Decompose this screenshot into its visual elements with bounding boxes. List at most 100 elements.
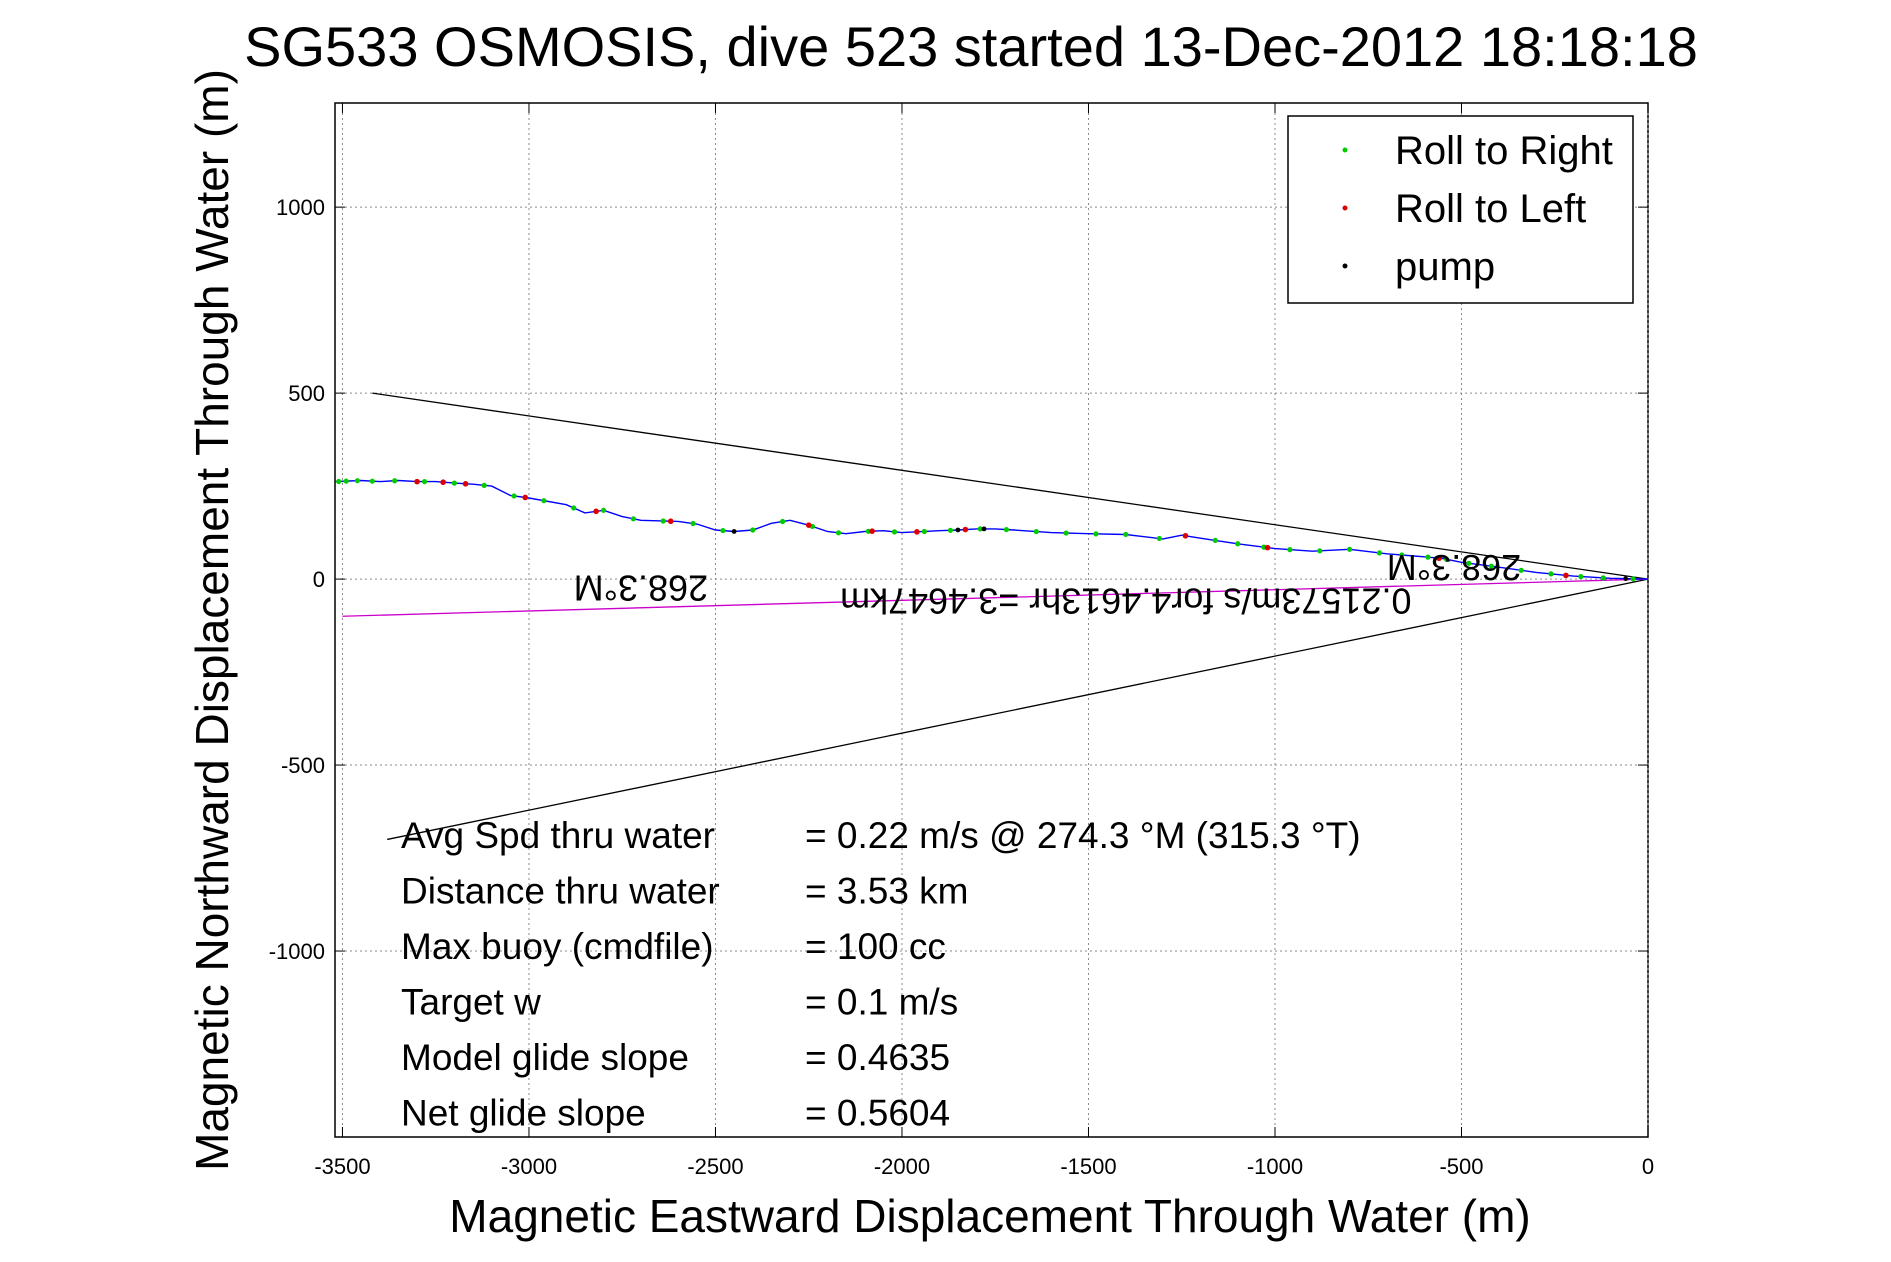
x-tick-label: -1500 bbox=[1060, 1154, 1116, 1179]
x-tick-label: -1000 bbox=[1247, 1154, 1303, 1179]
roll-right-point bbox=[1212, 537, 1218, 544]
roll-right-point bbox=[780, 518, 786, 525]
reference-line bbox=[372, 392, 1649, 580]
roll-right-point bbox=[1488, 563, 1494, 569]
roll-right-point bbox=[1630, 576, 1636, 582]
chart-title: SG533 OSMOSIS, dive 523 started 13-Dec-2… bbox=[244, 15, 1698, 78]
reference-line bbox=[387, 578, 1649, 841]
x-tick-label: -2000 bbox=[874, 1154, 930, 1179]
marker-layer bbox=[336, 478, 1636, 582]
legend: Roll to Right Roll to Left pump bbox=[1287, 115, 1634, 304]
pump-point bbox=[981, 526, 987, 532]
roll-right-point bbox=[921, 528, 927, 535]
roll-right-point bbox=[660, 518, 666, 524]
stats-block: Avg Spd thru water = 0.22 m/s @ 274.3 °M … bbox=[401, 815, 1361, 1134]
x-tick-label: 0 bbox=[1642, 1154, 1654, 1179]
y-tick-label: 0 bbox=[313, 567, 325, 592]
tick-labels: -3500 -3000 -2500 -2000 -1500 -1000 -500 0 -1000… bbox=[269, 195, 1654, 1179]
y-axis-label: Magnetic Northward Displacement Through … bbox=[186, 69, 238, 1171]
annotations: 268.3°M 268.3°M0.21573m/s for4.4613hr =3.… bbox=[574, 547, 1522, 621]
pump-point bbox=[1623, 576, 1629, 582]
roll-right-point bbox=[511, 493, 517, 499]
roll-right-point bbox=[571, 505, 577, 511]
roll-right-point bbox=[541, 498, 547, 504]
roll-left-point bbox=[667, 518, 674, 525]
reference-line bbox=[342, 578, 1649, 617]
roll-right-point bbox=[1376, 550, 1383, 556]
x-tick-label: -2500 bbox=[687, 1154, 743, 1179]
pump-point bbox=[955, 527, 961, 533]
roll-left-point bbox=[462, 480, 469, 487]
roll-right-point bbox=[369, 478, 375, 484]
roll-left-point bbox=[522, 494, 529, 501]
roll-right-point bbox=[891, 529, 898, 535]
roll-right-point bbox=[690, 520, 696, 527]
stat-value: = 0.4635 bbox=[805, 1037, 950, 1078]
roll-left-point bbox=[962, 526, 969, 533]
track-line bbox=[334, 479, 1649, 580]
reference-lines bbox=[342, 392, 1649, 841]
roll-right-point bbox=[421, 479, 428, 485]
pump-point bbox=[731, 529, 737, 534]
roll-right-point bbox=[1443, 556, 1450, 562]
roll-right-point bbox=[1123, 531, 1129, 538]
roll-right-point bbox=[1003, 526, 1010, 533]
legend-marker bbox=[1342, 263, 1348, 269]
roll-right-point bbox=[977, 526, 983, 532]
track-layer bbox=[334, 479, 1649, 580]
roll-right-point bbox=[451, 480, 457, 486]
roll-right-point bbox=[720, 527, 726, 534]
rotated-annotation: 268.3°M bbox=[574, 567, 708, 608]
roll-right-point bbox=[600, 507, 607, 513]
stat-value: = 0.1 m/s bbox=[805, 982, 958, 1023]
roll-left-point bbox=[1436, 555, 1442, 562]
roll-right-point bbox=[947, 527, 954, 533]
stat-label: Model glide slope bbox=[401, 1037, 689, 1078]
roll-right-point bbox=[1063, 530, 1069, 536]
roll-right-point bbox=[1425, 554, 1431, 560]
legend-label: Roll to Left bbox=[1395, 187, 1586, 231]
roll-right-point bbox=[750, 527, 756, 533]
legend-marker bbox=[1342, 205, 1348, 211]
legend-label: Roll to Right bbox=[1395, 129, 1613, 173]
roll-left-point bbox=[805, 522, 812, 528]
roll-left-point bbox=[914, 529, 920, 535]
roll-right-point bbox=[1466, 560, 1472, 566]
roll-right-point bbox=[1287, 547, 1293, 553]
roll-right-point bbox=[1033, 528, 1039, 535]
y-tick-label: -1000 bbox=[269, 939, 325, 964]
roll-right-point bbox=[392, 478, 398, 484]
stat-label: Target w bbox=[401, 982, 541, 1023]
roll-right-point bbox=[1093, 531, 1099, 537]
y-tick-label: -500 bbox=[281, 753, 325, 778]
stat-value: = 0.22 m/s @ 274.3 °M (315.3 °T) bbox=[805, 815, 1361, 856]
roll-right-point bbox=[835, 530, 842, 536]
roll-right-point bbox=[343, 478, 349, 484]
x-tick-label: -500 bbox=[1439, 1154, 1483, 1179]
roll-right-point bbox=[1518, 567, 1524, 573]
x-tick-label: -3500 bbox=[314, 1154, 370, 1179]
legend-label: pump bbox=[1395, 245, 1495, 289]
stat-label: Max buoy (cmdfile) bbox=[401, 926, 714, 967]
stat-label: Avg Spd thru water bbox=[401, 815, 715, 856]
roll-left-point bbox=[593, 508, 599, 515]
x-axis-label: Magnetic Eastward Displacement Through W… bbox=[449, 1190, 1530, 1242]
roll-left-point bbox=[414, 478, 420, 485]
roll-right-point bbox=[1399, 552, 1405, 558]
y-tick-label: 500 bbox=[288, 381, 325, 406]
stat-label: Distance thru water bbox=[401, 871, 720, 912]
roll-right-point bbox=[1346, 546, 1353, 552]
roll-right-point bbox=[1235, 541, 1241, 547]
stat-label: Net glide slope bbox=[401, 1093, 646, 1134]
rotated-annotation: 268.3°M bbox=[1387, 547, 1521, 588]
roll-right-point bbox=[354, 478, 360, 484]
stat-value: = 3.53 km bbox=[805, 871, 969, 912]
roll-left-point bbox=[1264, 544, 1271, 551]
stat-value: = 0.5604 bbox=[805, 1093, 950, 1134]
x-tick-label: -3000 bbox=[501, 1154, 557, 1179]
roll-right-point bbox=[481, 482, 487, 488]
roll-right-point bbox=[1156, 535, 1162, 542]
roll-left-point bbox=[1563, 572, 1569, 579]
stat-value: = 100 cc bbox=[805, 926, 946, 967]
